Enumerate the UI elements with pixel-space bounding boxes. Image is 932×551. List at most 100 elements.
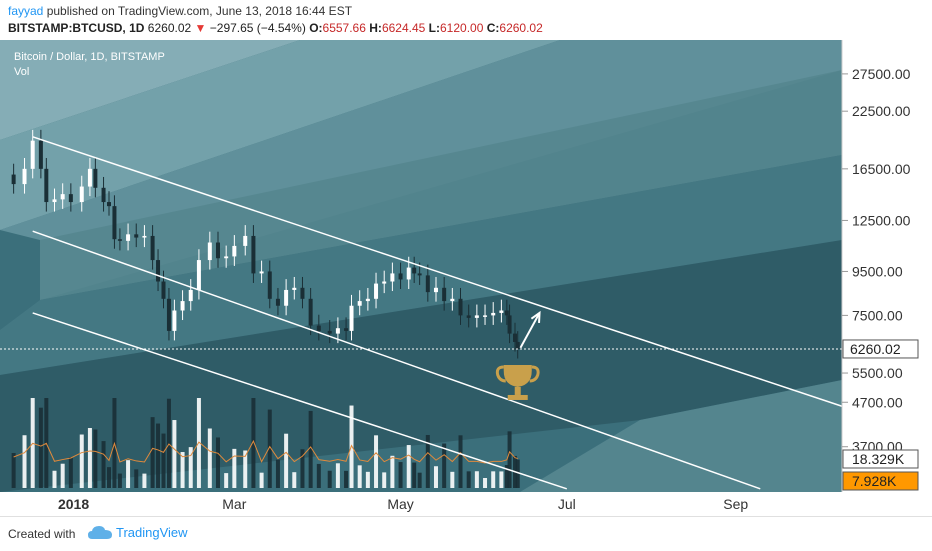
volume-bar <box>267 409 272 488</box>
x-tick-label: Jul <box>558 496 576 512</box>
volume-bar <box>344 470 349 488</box>
low-label: L: <box>428 21 440 35</box>
channel-line <box>32 230 761 490</box>
candle-body <box>458 298 463 316</box>
candle-body <box>365 298 370 302</box>
volume-bar <box>11 453 16 488</box>
brand-link[interactable]: TradingView <box>88 525 188 540</box>
candle-body <box>474 315 479 318</box>
volume-bar <box>259 472 264 488</box>
trophy-icon <box>495 364 540 400</box>
candle-body <box>259 271 264 274</box>
volume-bar <box>224 473 229 488</box>
volume-bar <box>499 471 504 488</box>
x-axis-ticks: 2018 Mar May Jul Sep <box>58 496 748 512</box>
candle-body <box>232 245 237 257</box>
vol-label: Vol <box>14 66 29 78</box>
candle-body <box>374 283 379 299</box>
volume-bar <box>52 470 57 488</box>
volume-bar <box>450 471 455 488</box>
channel-line <box>32 136 843 407</box>
candle-body <box>101 187 106 203</box>
candle-body <box>117 239 122 241</box>
volume-bar <box>172 420 177 488</box>
candle-body <box>207 242 212 261</box>
y-tick-label: 4700.00 <box>852 394 903 410</box>
volume-bar <box>335 463 340 488</box>
volume-bar <box>251 398 256 488</box>
publish-line: fayyad published on TradingView.com, Jun… <box>8 4 352 18</box>
candle-body <box>507 315 512 334</box>
volume-bar <box>156 423 161 488</box>
high-label: H: <box>369 21 382 35</box>
open-value: 6557.66 <box>322 21 366 35</box>
candle-body <box>52 199 57 203</box>
candle-body <box>406 267 411 280</box>
quote-line: BITSTAMP:BTCUSD, 1D 6260.02 ▼ −297.65 (−… <box>8 21 543 35</box>
close-value: 6260.02 <box>499 21 543 35</box>
candle-body <box>180 301 185 311</box>
volume-badge-1: 18.329K <box>842 449 919 469</box>
x-tick-label: 2018 <box>58 496 89 512</box>
y-axis-panel[interactable] <box>842 40 932 492</box>
price-chart[interactable]: 27500.00 22500.00 16500.00 12500.00 9500.00 7… <box>0 40 932 516</box>
volume-bar <box>126 460 131 488</box>
author-link[interactable]: fayyad <box>8 4 44 18</box>
last-price: 6260.02 <box>147 21 192 35</box>
candle-body <box>166 298 171 331</box>
volume-bar <box>134 469 139 488</box>
volume-bar <box>425 434 430 488</box>
chart-area[interactable]: 27500.00 22500.00 16500.00 12500.00 9500.00 7… <box>0 40 932 516</box>
x-axis-panel[interactable] <box>0 492 932 516</box>
candle-body <box>11 174 16 185</box>
candle-body <box>390 273 395 282</box>
volume-bar <box>117 473 122 488</box>
volume-bars <box>11 398 520 488</box>
candle-body <box>172 310 177 331</box>
fib-band-7 <box>520 380 842 492</box>
volume-bar <box>316 463 321 488</box>
down-arrow-icon: ▼ <box>194 21 207 35</box>
volume-bar <box>79 434 84 488</box>
arrow-shaft <box>519 312 541 349</box>
candle-body <box>93 168 98 188</box>
arrow-head <box>530 310 541 323</box>
candle-body <box>382 281 387 284</box>
volume-bar <box>150 417 155 488</box>
candle-body <box>349 305 354 331</box>
volume-bar <box>507 431 512 488</box>
volume-bar <box>398 462 403 488</box>
candle-body <box>344 328 349 331</box>
candle-body <box>499 310 504 313</box>
candle-body <box>292 287 297 290</box>
candle-body <box>284 289 289 306</box>
candle-body <box>442 287 447 302</box>
volume-bar <box>68 457 73 488</box>
y-tick-label: 12500.00 <box>852 212 911 228</box>
candle-body <box>335 328 340 334</box>
candle-body <box>142 235 147 238</box>
y-tick-label: 27500.00 <box>852 66 911 82</box>
y-tick-label: 16500.00 <box>852 161 911 177</box>
volume-bar <box>284 433 289 488</box>
candle-body <box>22 168 27 185</box>
x-tick-label: Mar <box>222 496 246 512</box>
volume-bar <box>458 435 463 488</box>
candle-body <box>112 206 117 240</box>
candle-body <box>398 273 403 280</box>
volume-bar <box>466 471 471 488</box>
candle-body <box>38 140 43 169</box>
open-label: O: <box>309 21 323 35</box>
volume-bar <box>207 428 212 488</box>
candle-body <box>196 260 201 290</box>
volume-bar <box>106 467 111 488</box>
brand-name[interactable]: TradingView <box>116 525 188 540</box>
candle-body <box>44 168 49 203</box>
chart-header: fayyad published on TradingView.com, Jun… <box>0 0 932 38</box>
candle-body <box>224 256 229 259</box>
candle-body <box>417 273 422 276</box>
volume-bar <box>180 452 185 488</box>
volume-bar <box>483 478 488 488</box>
candle-body <box>433 287 438 293</box>
y-tick-label: 22500.00 <box>852 103 911 119</box>
